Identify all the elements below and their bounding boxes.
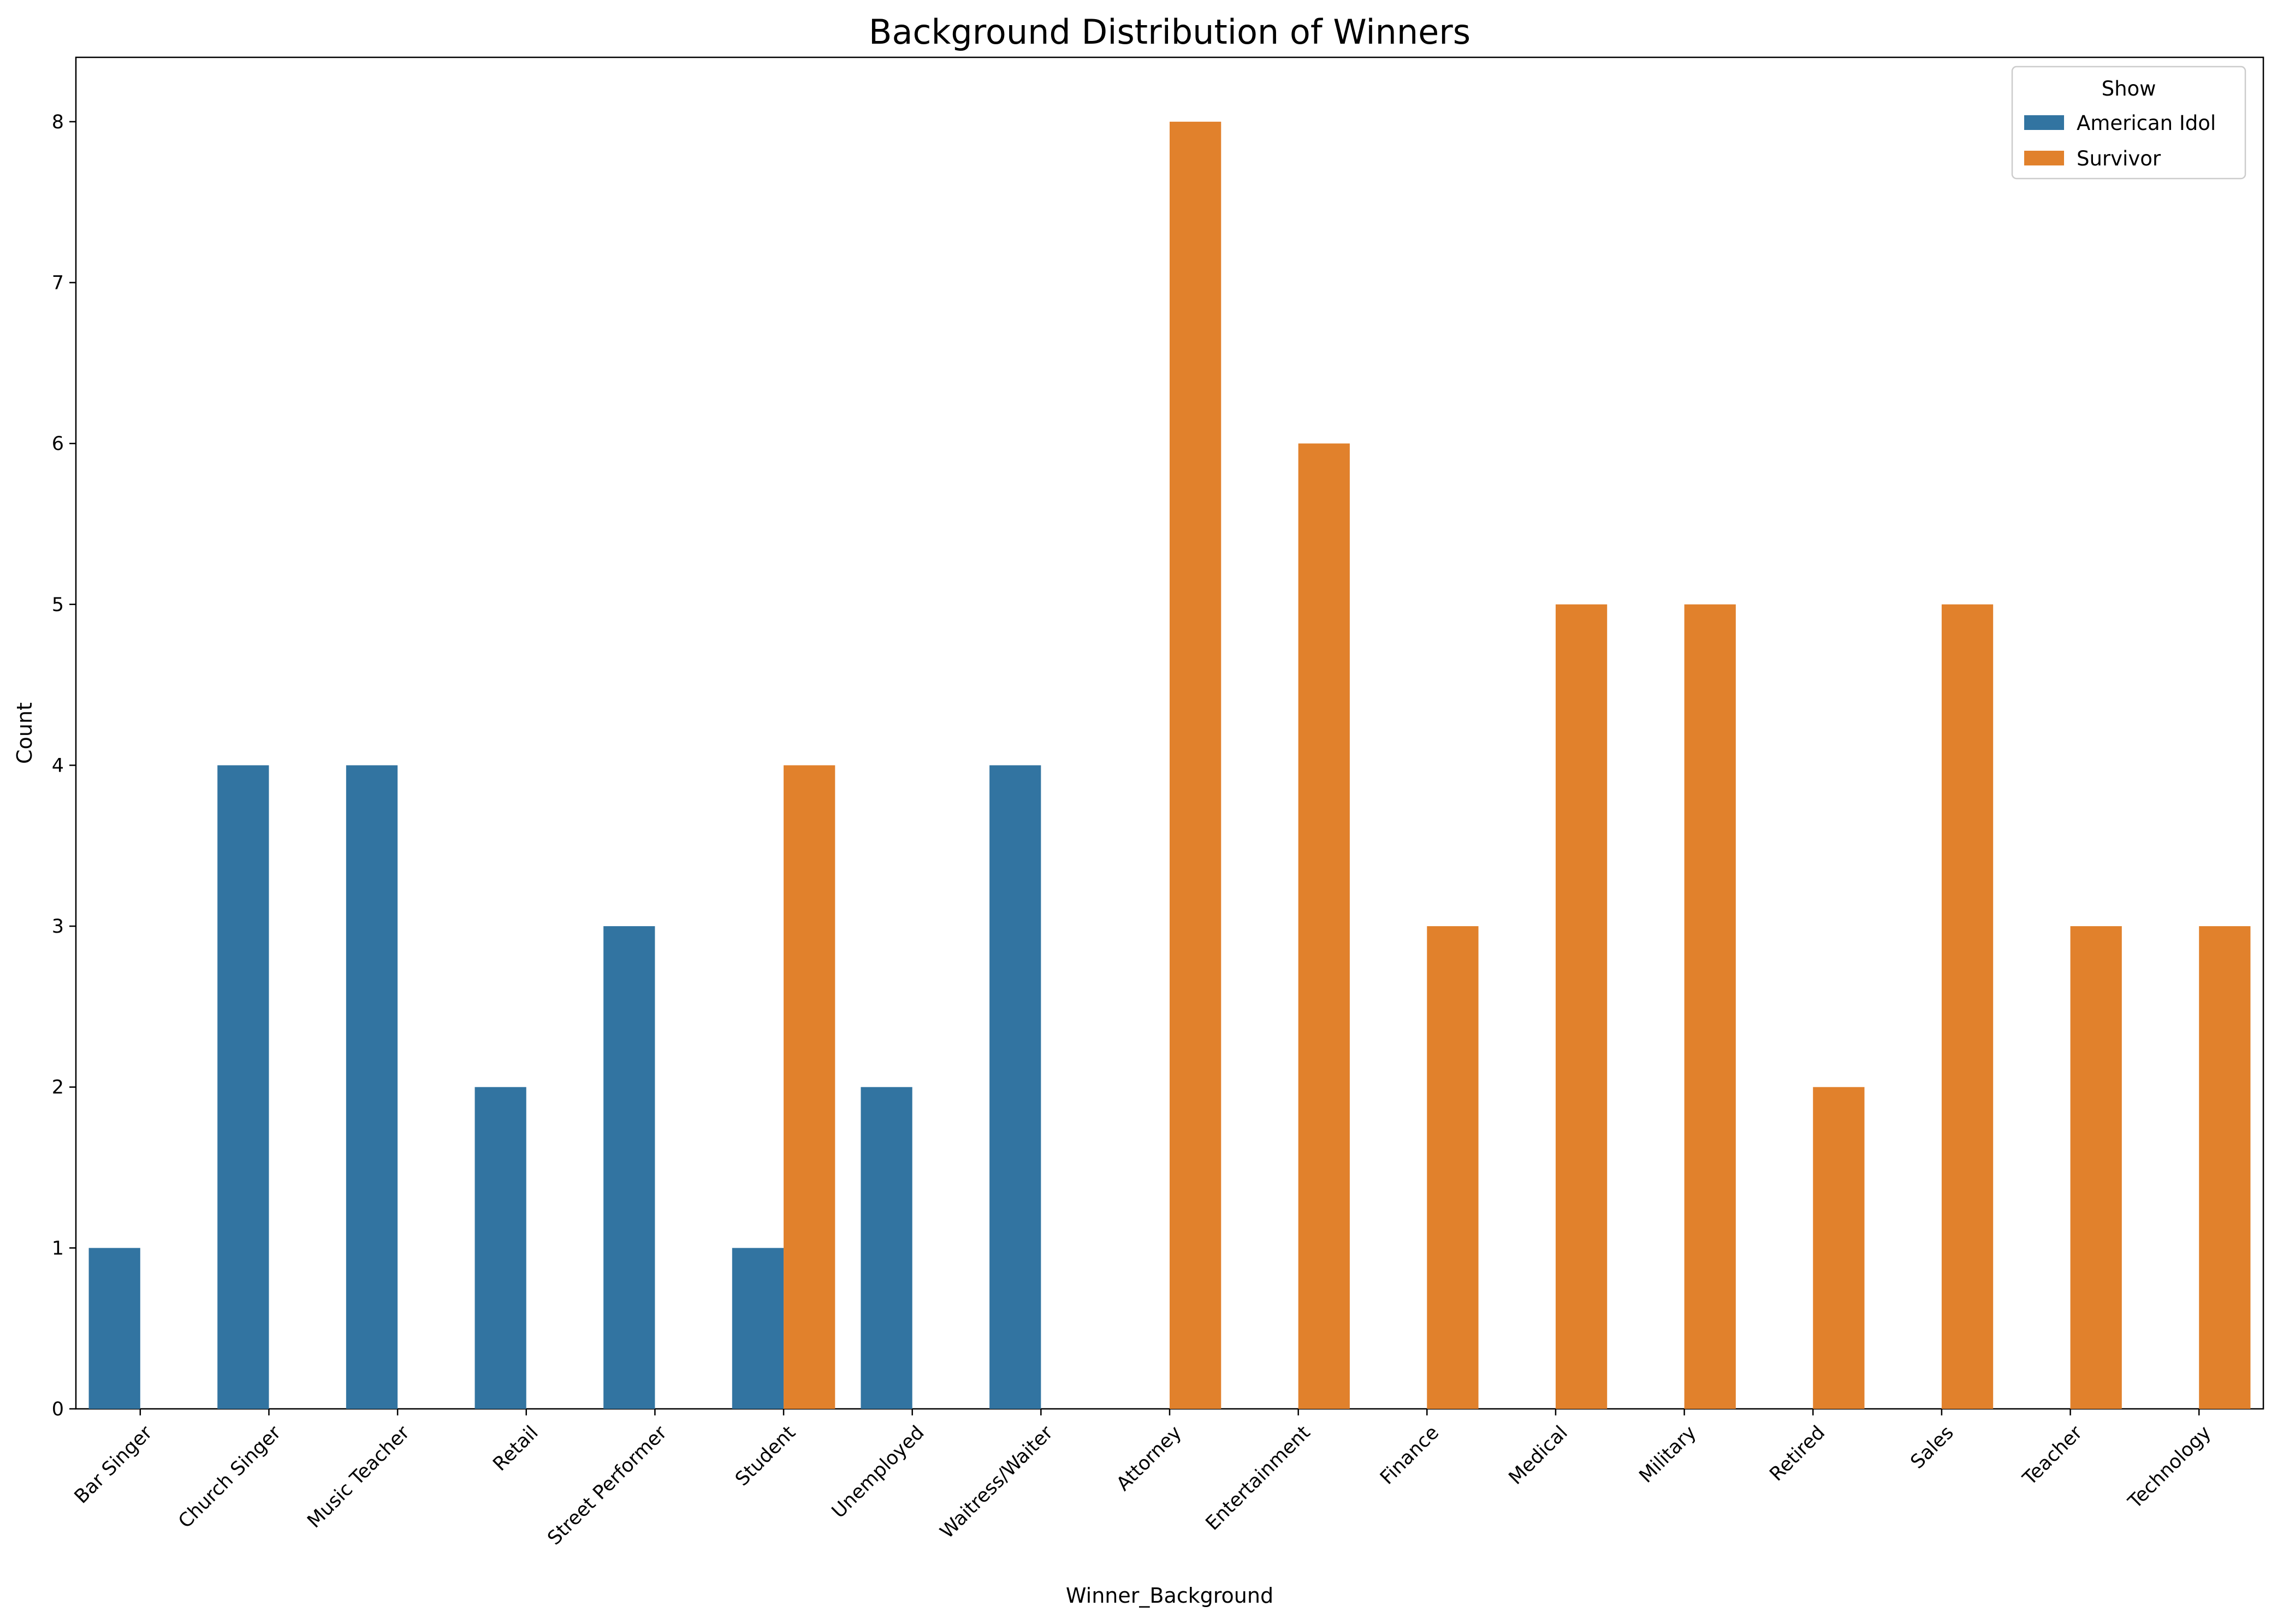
y-tick-label-7: 7 bbox=[52, 272, 64, 294]
bar-survivor-retired bbox=[1813, 1087, 1865, 1409]
bar-survivor-sales bbox=[1941, 604, 1994, 1409]
legend-swatch-survivor bbox=[2024, 151, 2064, 165]
bar-survivor-entertainment bbox=[1298, 443, 1350, 1409]
bar-survivor-finance bbox=[1427, 926, 1479, 1409]
bar-american-idol-street-performer bbox=[603, 926, 655, 1409]
bar-survivor-student bbox=[784, 765, 835, 1409]
legend-title: Show bbox=[2102, 77, 2156, 100]
bar-survivor-teacher bbox=[2070, 926, 2122, 1409]
bar-american-idol-music-teacher bbox=[346, 765, 398, 1409]
bar-american-idol-bar-singer bbox=[88, 1248, 140, 1409]
bar-american-idol-retail bbox=[475, 1087, 526, 1409]
y-tick-label-2: 2 bbox=[52, 1077, 64, 1099]
y-tick-label-4: 4 bbox=[52, 755, 64, 777]
legend-label-american-idol: American Idol bbox=[2077, 111, 2216, 135]
bar-american-idol-student bbox=[732, 1248, 784, 1409]
y-tick-label-3: 3 bbox=[52, 916, 64, 938]
legend-label-survivor: Survivor bbox=[2077, 147, 2161, 170]
bar-american-idol-waitress-waiter bbox=[989, 765, 1041, 1409]
y-axis: 0 1 2 3 4 5 6 7 8 bbox=[52, 111, 76, 1420]
bar-american-idol-church-singer bbox=[217, 765, 269, 1409]
legend-frame bbox=[2011, 66, 2246, 180]
chart-title: Background Distribution of Winners bbox=[869, 12, 1470, 52]
legend-swatch-american-idol bbox=[2024, 115, 2064, 130]
bar-survivor-attorney bbox=[1170, 121, 1221, 1409]
legend: Show American Idol Survivor bbox=[2011, 66, 2246, 180]
x-axis-title: Winner_Background bbox=[1066, 1584, 1273, 1608]
y-tick-label-1: 1 bbox=[52, 1237, 64, 1259]
y-tick-label-8: 8 bbox=[52, 111, 64, 133]
bar-survivor-medical bbox=[1555, 604, 1608, 1409]
y-tick-label-5: 5 bbox=[52, 594, 64, 616]
y-tick-label-0: 0 bbox=[52, 1398, 64, 1420]
bar-survivor-military bbox=[1684, 604, 1736, 1409]
bar-survivor-technology bbox=[2199, 926, 2251, 1409]
y-axis-title: Count bbox=[13, 702, 37, 764]
y-tick-label-6: 6 bbox=[52, 433, 64, 455]
bar-american-idol-unemployed bbox=[861, 1087, 912, 1409]
bars bbox=[88, 121, 2251, 1409]
